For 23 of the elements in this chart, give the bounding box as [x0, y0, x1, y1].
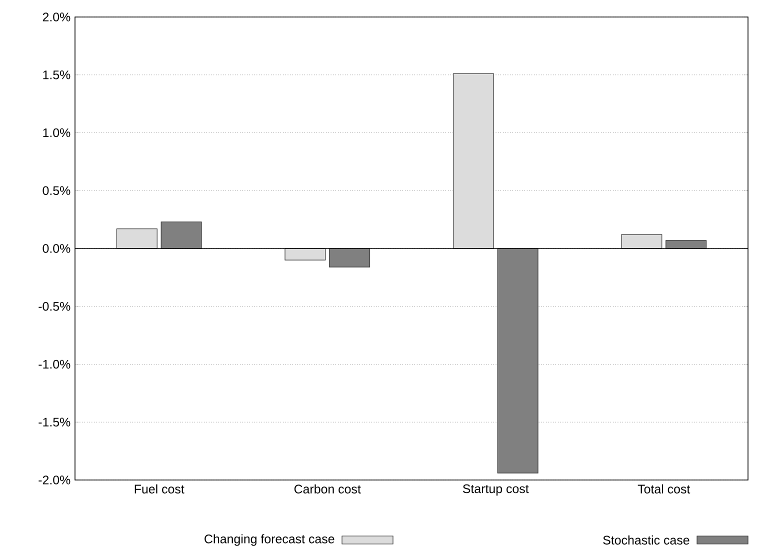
bar [621, 234, 662, 249]
legend-label: Stochastic case [603, 535, 690, 545]
legend-label: Changing forecast case [204, 534, 334, 546]
bar [497, 248, 538, 474]
bar [116, 228, 158, 249]
y-tick-label: -2.0% [38, 476, 70, 484]
x-tick-label: Fuel cost [134, 484, 184, 494]
x-tick-label: Total cost [638, 484, 690, 494]
bar [666, 240, 707, 249]
y-tick-label: -1.5% [38, 418, 70, 427]
y-tick-label: 1.0% [43, 128, 70, 138]
bar [284, 248, 326, 260]
y-tick-label: -1.0% [38, 360, 70, 369]
y-tick-label: 0.0% [42, 244, 70, 253]
y-tick-label: -0.5% [38, 302, 70, 311]
bar [329, 248, 370, 268]
x-tick-label: Startup cost [462, 484, 529, 496]
bar [160, 222, 202, 249]
y-tick-label: 1.5% [43, 70, 70, 80]
y-tick-label: 0.5% [42, 186, 70, 196]
bar [452, 73, 494, 249]
y-tick-label: 2.0% [42, 12, 70, 22]
x-tick-label: Carbon cost [294, 484, 361, 494]
